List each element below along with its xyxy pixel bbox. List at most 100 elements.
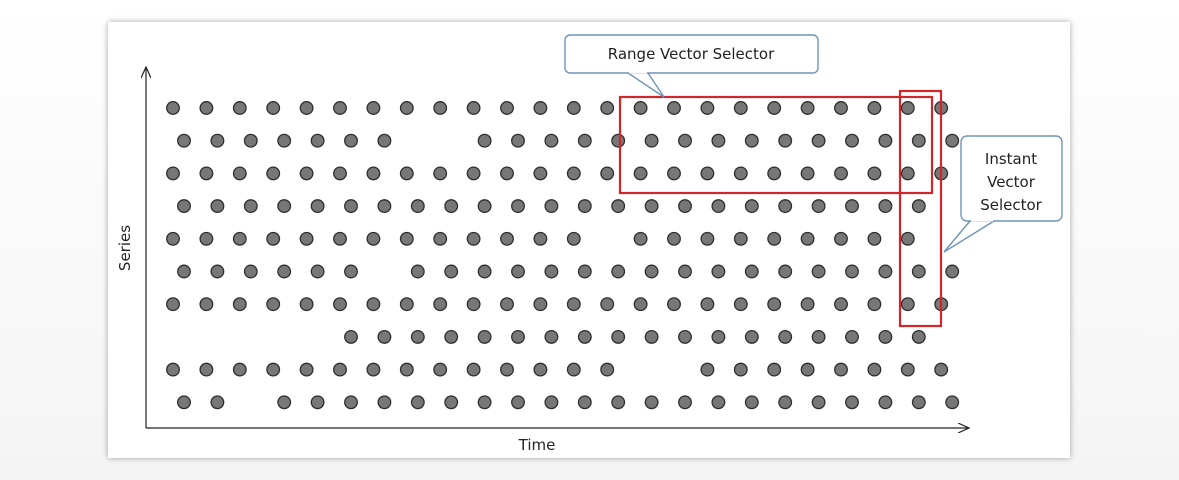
sample-dot <box>834 362 848 377</box>
sample-dot <box>366 101 381 115</box>
range-callout-text: Range Vector Selector <box>608 45 775 63</box>
sample-dot <box>733 297 748 312</box>
sample-dot <box>878 329 893 344</box>
sample-dot <box>845 395 859 410</box>
sample-dot <box>611 264 626 279</box>
sample-dot <box>811 133 826 148</box>
sample-dot <box>433 231 448 246</box>
sample-dot <box>377 395 392 410</box>
sample-dot <box>333 362 347 377</box>
sample-dot <box>733 166 748 181</box>
sample-dot <box>867 101 882 115</box>
sample-dot <box>444 199 459 214</box>
sample-dot <box>210 264 225 279</box>
sample-dot <box>711 395 726 410</box>
sample-dot <box>466 362 481 377</box>
sample-dot <box>644 395 659 410</box>
diagram-card: Time Series Range Vector Selector Instan… <box>108 22 1070 458</box>
sample-dot <box>410 199 425 214</box>
sample-dot <box>633 297 648 312</box>
sample-dot <box>733 231 748 246</box>
sample-dot <box>277 199 292 214</box>
sample-dot <box>266 297 281 312</box>
series-time-diagram: Time Series Range Vector Selector Instan… <box>116 34 1063 454</box>
sample-dot <box>177 199 191 214</box>
sample-dot <box>511 329 525 344</box>
sample-dot <box>834 101 848 115</box>
sample-dot <box>811 329 826 344</box>
sample-dot <box>900 231 915 246</box>
sample-dot <box>800 101 815 115</box>
sample-dot <box>811 199 826 214</box>
sample-dot <box>700 101 715 115</box>
sample-dot <box>410 395 425 410</box>
sample-dot <box>767 297 782 312</box>
sample-dot <box>600 297 615 312</box>
sample-dot <box>733 101 748 115</box>
sample-dot <box>299 362 314 377</box>
sample-dot <box>678 199 692 214</box>
sample-dot <box>344 264 358 279</box>
sample-dot <box>800 231 815 246</box>
sample-dot <box>945 133 960 148</box>
sample-dot <box>566 362 581 377</box>
sample-dot <box>299 101 314 115</box>
sample-dot <box>310 264 325 279</box>
sample-dot <box>667 231 681 246</box>
sample-dot <box>477 264 492 279</box>
sample-dot <box>477 395 492 410</box>
sample-dot <box>544 395 559 410</box>
sample-dot <box>711 329 726 344</box>
sample-dot <box>232 101 247 115</box>
instant-vector-selector-box <box>898 89 943 328</box>
sample-dot <box>834 231 848 246</box>
instant-callout-line-2: Vector <box>987 173 1036 191</box>
sample-dot <box>166 166 180 181</box>
sample-dot <box>778 264 793 279</box>
sample-dot <box>177 264 191 279</box>
sample-dot <box>333 166 347 181</box>
sample-dot <box>500 231 514 246</box>
sample-dot <box>878 395 893 410</box>
sample-dot <box>900 101 915 115</box>
sample-dot <box>199 166 214 181</box>
sample-dot <box>511 264 525 279</box>
sample-dot <box>566 166 581 181</box>
sample-dot <box>243 199 258 214</box>
instant-callout-box <box>960 135 1063 222</box>
sample-dot <box>711 199 726 214</box>
sample-dot <box>466 231 481 246</box>
sample-dot <box>500 166 514 181</box>
sample-dot <box>867 166 882 181</box>
sample-dot <box>533 101 548 115</box>
sample-dot <box>633 166 648 181</box>
sample-dot <box>166 297 180 312</box>
sample-dot <box>911 199 926 214</box>
sample-dot <box>366 297 381 312</box>
sample-dot <box>444 264 459 279</box>
sample-dot <box>845 199 859 214</box>
y-axis-label: Series <box>116 225 134 271</box>
sample-dot <box>778 395 793 410</box>
sample-dot <box>333 297 347 312</box>
sample-dot <box>166 101 180 115</box>
sample-dot <box>577 329 592 344</box>
sample-dot <box>678 329 692 344</box>
sample-dot <box>778 199 793 214</box>
sample-dot <box>611 133 626 148</box>
sample-dot <box>533 231 548 246</box>
range-callout-pointer <box>627 72 665 98</box>
sample-dot <box>834 166 848 181</box>
sample-dot <box>800 166 815 181</box>
sample-dot <box>466 101 481 115</box>
sample-dot <box>243 133 258 148</box>
range-vector-callout: Range Vector Selector <box>564 34 819 98</box>
sample-dot <box>700 231 715 246</box>
sample-dot <box>811 395 826 410</box>
sample-dot <box>945 395 960 410</box>
sample-dot <box>410 264 425 279</box>
instant-vector-callout: Instant Vector Selector <box>943 135 1063 253</box>
range-vector-selector-box <box>618 95 934 195</box>
sample-dot <box>199 101 214 115</box>
sample-dot <box>433 362 448 377</box>
